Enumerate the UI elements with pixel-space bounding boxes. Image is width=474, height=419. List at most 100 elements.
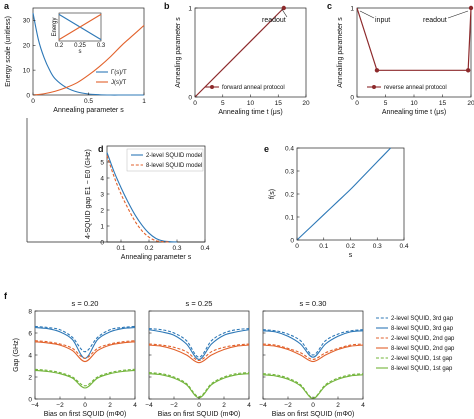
panel-f-x-tick: −4 [31, 402, 39, 409]
panel-f-letter: f [4, 291, 8, 301]
panel-f-x-tick: 4 [247, 402, 251, 409]
panel-a-inset-x-tick: 0.3 [97, 43, 106, 49]
panel-c-letter: c [327, 1, 332, 11]
panel-e-x-tick: 0 [295, 243, 299, 250]
panel-e-y-tick: 0.4 [285, 145, 294, 152]
panel-d-y-tick: 5 [100, 159, 104, 166]
panel-f-x-tick: −2 [284, 402, 292, 409]
panel-f-x-tick: −2 [170, 402, 178, 409]
panel-d-y-tick: 0 [100, 239, 104, 246]
panel-a-inset-xlabel: s [79, 49, 82, 55]
panel-c-x-tick: 0 [355, 100, 359, 107]
panel-d-ylabel: 4-SQUID gap E1 − E0 (GHz) [85, 149, 92, 239]
panel-f-x-tick: 0 [197, 402, 201, 409]
panel-e-xlabel: s [349, 252, 353, 259]
panel-e-x-tick: 0.3 [373, 243, 382, 250]
panel-d-legend-box [126, 148, 204, 172]
panel-b-x-tick: 10 [247, 100, 255, 107]
panel-f-gap-line [34, 341, 136, 363]
panel-a-x-tick: 0.5 [84, 98, 93, 105]
panel-f-y-tick: 8 [28, 308, 32, 315]
panel-f-gap-line [148, 372, 250, 398]
panel-f-y-tick: 2 [28, 374, 32, 381]
panel-f-gap-line [262, 344, 364, 363]
panel-d-x-tick: 0.4 [200, 245, 209, 252]
panel-e-y-tick: 0.1 [285, 214, 294, 221]
panel-a-legend-gamma: Γ(s)/T [111, 70, 127, 76]
panel-f-gap-line [262, 330, 364, 358]
panel-f-x-tick: 0 [311, 402, 315, 409]
panel-e-y-tick: 0.3 [285, 168, 294, 175]
legend-marker [372, 85, 376, 89]
panel-f-gap-line [262, 343, 364, 360]
panel-f-legend-label: 2-level SQUID, 1st gap [391, 356, 453, 362]
panel-f-gap-line [262, 374, 364, 400]
panel-a-j-line [32, 24, 145, 96]
panel-d-x-tick: 0.3 [172, 245, 181, 252]
panel-a-inset-j [58, 13, 102, 41]
panel-c-legend-label: reverse anneal protocol [384, 85, 447, 91]
panel-f-x-tick: 4 [361, 402, 365, 409]
panel-c-readout-arrow [447, 10, 469, 19]
panel-e-ylabel: f(s) [269, 189, 276, 199]
panel-f-legend-label: 2-level SQUID, 2nd gap [391, 336, 455, 342]
panel-c-y-tick: 1 [350, 5, 354, 12]
panel-f-x-tick: 2 [336, 402, 340, 409]
panel-f-gap-line [148, 329, 250, 360]
panel-d-y-tick: 4 [100, 175, 104, 182]
panel-b-x-tick: 20 [302, 100, 310, 107]
panel-b-readout-label: readout [262, 17, 286, 24]
panel-b-letter: b [164, 1, 170, 11]
panel-d-y-tick: 3 [100, 191, 104, 198]
panel-f-x-tick: 4 [133, 402, 137, 409]
panel-b-y-tick: 1 [188, 5, 192, 12]
panel-f-x-tick: 2 [222, 402, 226, 409]
panel-e-letter: e [264, 144, 269, 154]
panel-b-readout-point [281, 5, 286, 11]
panel-d-8level-line [106, 155, 171, 243]
panel-f-xlabel: Bias on first SQUID (mΦ0) [272, 411, 355, 418]
panel-a-inset-x-tick: 0.2 [55, 43, 64, 49]
panel-e-x-tick: 0.4 [399, 243, 408, 250]
panel-c-x-tick: 10 [410, 100, 418, 107]
panel-f-subplot-title: s = 0.30 [300, 299, 327, 308]
panel-a-ylabel: Energy scale (unitless) [5, 16, 12, 87]
panel-c-point [374, 68, 380, 73]
panel-f-subplot-title: s = 0.25 [186, 299, 213, 308]
panel-a-inset-ylabel: Energy [52, 17, 58, 36]
panel-a-inset-x-tick: 0.25 [74, 43, 86, 49]
panel-f-gap-line [148, 328, 250, 358]
panel-a-y-tick: 20 [23, 43, 31, 50]
panel-d-y-tick: 1 [100, 223, 104, 230]
panel-a-letter: a [4, 1, 10, 11]
panel-f-legend-label: 8-level SQUID, 1st gap [391, 366, 453, 372]
panel-e-axes [296, 147, 405, 241]
panel-f-y-tick: 4 [28, 352, 32, 359]
panel-f-x-tick: −4 [145, 402, 153, 409]
panel-e-x-tick: 0.2 [346, 243, 355, 250]
panel-b-y-tick: 0 [188, 94, 192, 101]
panel-d-y-tick: 2 [100, 207, 104, 214]
panel-d-xlabel: Annealing parameter s [121, 254, 192, 261]
panel-b-ylabel: Annealing parameter s [175, 17, 182, 88]
panel-b-readout-arrow [281, 8, 288, 18]
panel-d-legend-2level: 2-level SQUID model [146, 153, 202, 159]
panel-a-y-tick: 10 [23, 67, 31, 74]
panel-a-gamma-line [32, 12, 144, 96]
panel-a-legend-j: J(s)/T [111, 80, 127, 86]
panel-f-subplot-title: s = 0.20 [72, 299, 99, 308]
panel-f-ylabel: Gap (GHz) [13, 338, 20, 372]
panel-f-gap-line [34, 369, 136, 389]
panel-c-x-tick: 20 [467, 100, 474, 107]
panel-e-fs-line [296, 147, 392, 241]
panel-f-gap-line [148, 344, 250, 364]
panel-e-y-tick: 0 [290, 237, 294, 244]
panel-a-x-tick: 1 [142, 98, 146, 105]
panel-c-readout-label: readout [423, 17, 447, 24]
panel-c-point [465, 68, 471, 73]
panel-d-letter: d [98, 144, 104, 154]
panel-b-axes [194, 7, 307, 98]
panel-a-xlabel: Annealing parameter s [53, 107, 124, 114]
panel-d-legend-8level: 8-level SQUID model [146, 163, 202, 169]
